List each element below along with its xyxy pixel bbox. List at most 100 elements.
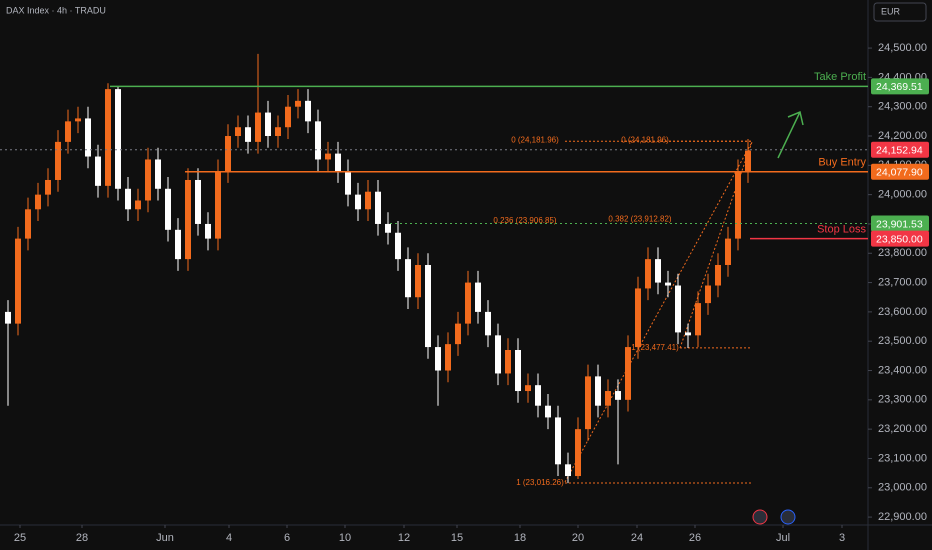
candle-body [345, 171, 351, 195]
price-label-bg [871, 163, 929, 180]
price-label-bg [871, 230, 929, 247]
candle-body [115, 89, 121, 189]
candle-body [15, 238, 21, 324]
fib-label: 1 (23,477.41) [631, 343, 679, 352]
candle-body [215, 171, 221, 239]
x-tick-label: Jun [156, 532, 174, 544]
candle-body [195, 179, 201, 224]
x-tick-label: 18 [514, 532, 526, 544]
plot: 24,500.0024,400.0024,300.0024,200.0024,1… [0, 42, 929, 544]
candle-body [55, 141, 61, 180]
price-label: 24,369.51 [876, 81, 923, 93]
candle-body [365, 191, 371, 210]
candle-body [25, 209, 31, 239]
y-tick-label: 24,500.00 [878, 42, 927, 54]
candle-body [445, 344, 451, 371]
candle-body [225, 136, 231, 172]
candle-body [515, 350, 521, 392]
arrow-head [787, 110, 804, 126]
candle-body [65, 121, 71, 142]
candle-body [485, 311, 491, 336]
candle-body [645, 259, 651, 289]
candle-body [595, 376, 601, 406]
arrow [777, 111, 801, 159]
candle-body [415, 264, 421, 298]
candle-body [285, 106, 291, 128]
y-tick-label: 23,600.00 [878, 306, 927, 318]
y-tick-label: 23,700.00 [878, 276, 927, 288]
x-tick-label: 3 [839, 532, 845, 544]
candle-body [315, 121, 321, 160]
candle-body [235, 127, 241, 137]
candle-body [5, 311, 11, 324]
candle-body [715, 264, 721, 286]
candle-body [555, 417, 561, 465]
candle-body [295, 100, 301, 107]
y-tick-label: 24,200.00 [878, 130, 927, 142]
candle-body [705, 285, 711, 304]
level-label: Stop Loss [817, 224, 866, 236]
candle-body [205, 223, 211, 239]
candle-body [745, 150, 751, 172]
candle-body [435, 347, 441, 371]
candle-body [525, 385, 531, 392]
candle-body [665, 282, 671, 286]
fib-label: 0.236 (23,906.85) [493, 216, 556, 225]
icon[interactable] [752, 509, 768, 525]
candle-body [175, 229, 181, 260]
candle-body [355, 194, 361, 210]
candle-body [545, 405, 551, 418]
price-label-bg [871, 215, 929, 232]
candle-body [95, 156, 101, 186]
candle-body [455, 323, 461, 345]
candle-body [535, 385, 541, 406]
price-label: 24,152.94 [876, 145, 923, 157]
candle-body [105, 89, 111, 186]
candle-body [615, 391, 621, 400]
candle-body [605, 391, 611, 406]
level-label: Buy Entry [818, 157, 866, 169]
y-tick-label: 23,100.00 [878, 452, 927, 464]
x-tick-label: Jul [776, 532, 790, 544]
y-tick-label: 24,300.00 [878, 101, 927, 113]
candle-body [585, 376, 591, 430]
price-label-bg [871, 141, 929, 158]
candle-body [685, 332, 691, 336]
y-tick-label: 23,200.00 [878, 423, 927, 435]
y-tick-label: 23,300.00 [878, 394, 927, 406]
fib-diagonal [564, 141, 753, 483]
candle-body [165, 188, 171, 230]
candle-body [695, 303, 701, 336]
candle-body [85, 118, 91, 157]
x-tick-label: 12 [398, 532, 410, 544]
x-tick-label: 15 [451, 532, 463, 544]
candle-body [675, 285, 681, 333]
x-tick-label: 4 [226, 532, 232, 544]
currency[interactable]: EUR [881, 6, 901, 16]
candle-body [635, 288, 641, 348]
currency-button[interactable] [873, 2, 927, 22]
candle-body [145, 159, 151, 201]
price-label: 23,901.53 [876, 218, 923, 230]
candle-body [405, 259, 411, 298]
fib-label: 0.382 (23,912.82) [608, 214, 671, 223]
candle-body [495, 335, 501, 374]
y-tick-label: 23,500.00 [878, 335, 927, 347]
y-tick-label: 23,000.00 [878, 482, 927, 494]
fib-label: 1 (23,016.26) [516, 478, 564, 487]
candle-body [245, 127, 251, 142]
x-tick-label: 20 [572, 532, 584, 544]
icon[interactable] [780, 509, 796, 525]
candle-body [75, 118, 81, 122]
candle-body [425, 264, 431, 348]
candle-body [185, 179, 191, 260]
candle-body [465, 282, 471, 324]
candle-body [275, 127, 281, 137]
candle-body [135, 200, 141, 210]
candle-body [265, 112, 271, 137]
candle-body [325, 153, 331, 160]
x-tick-label: 26 [689, 532, 701, 544]
candle-body [565, 464, 571, 477]
candle-body [255, 112, 261, 142]
